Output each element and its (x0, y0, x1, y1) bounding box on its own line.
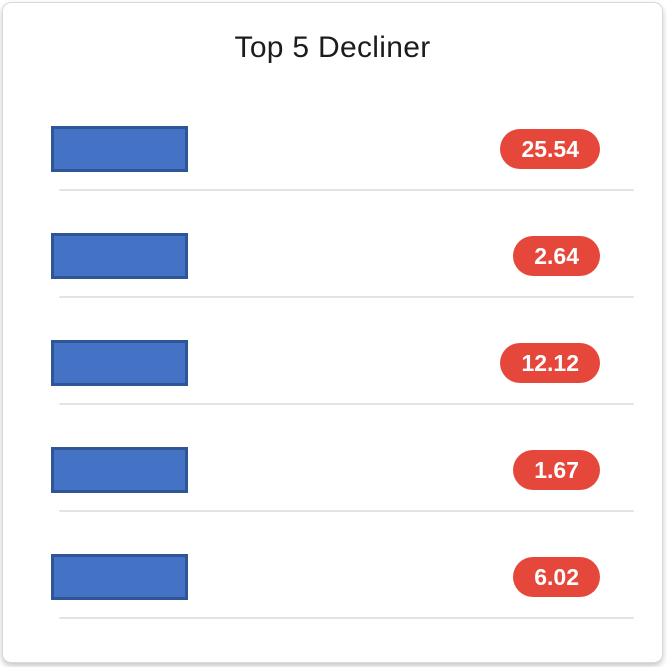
decliner-bar (51, 446, 188, 493)
decliner-row-content: 2.64 (3, 191, 662, 296)
decliner-row-content: 12.12 (3, 298, 662, 403)
decliner-bar (51, 553, 188, 600)
row-divider (59, 189, 634, 191)
decliner-row: 1.67 (3, 405, 662, 512)
value-badge: 12.12 (500, 342, 600, 383)
row-divider (59, 617, 634, 619)
page-title: Top 5 Decliner (234, 31, 431, 64)
decliner-row: 12.12 (3, 298, 662, 405)
decliner-row-content: 25.54 (3, 84, 662, 189)
decliner-row-content: 6.02 (3, 512, 662, 617)
decliner-rows-list: 25.54 2.64 12.12 1.67 (3, 84, 662, 619)
decliner-bar (51, 339, 188, 386)
decliner-row-content: 1.67 (3, 405, 662, 510)
decliner-row: 25.54 (3, 84, 662, 191)
decliner-bar (51, 232, 188, 279)
row-divider (59, 296, 634, 298)
decliner-row: 6.02 (3, 512, 662, 619)
value-badge: 25.54 (500, 128, 600, 169)
row-divider (59, 403, 634, 405)
value-badge: 1.67 (513, 449, 600, 490)
decliner-row: 2.64 (3, 191, 662, 298)
value-badge: 2.64 (513, 235, 600, 276)
decliner-bar (51, 125, 188, 172)
value-badge: 6.02 (513, 556, 600, 597)
row-divider (59, 510, 634, 512)
